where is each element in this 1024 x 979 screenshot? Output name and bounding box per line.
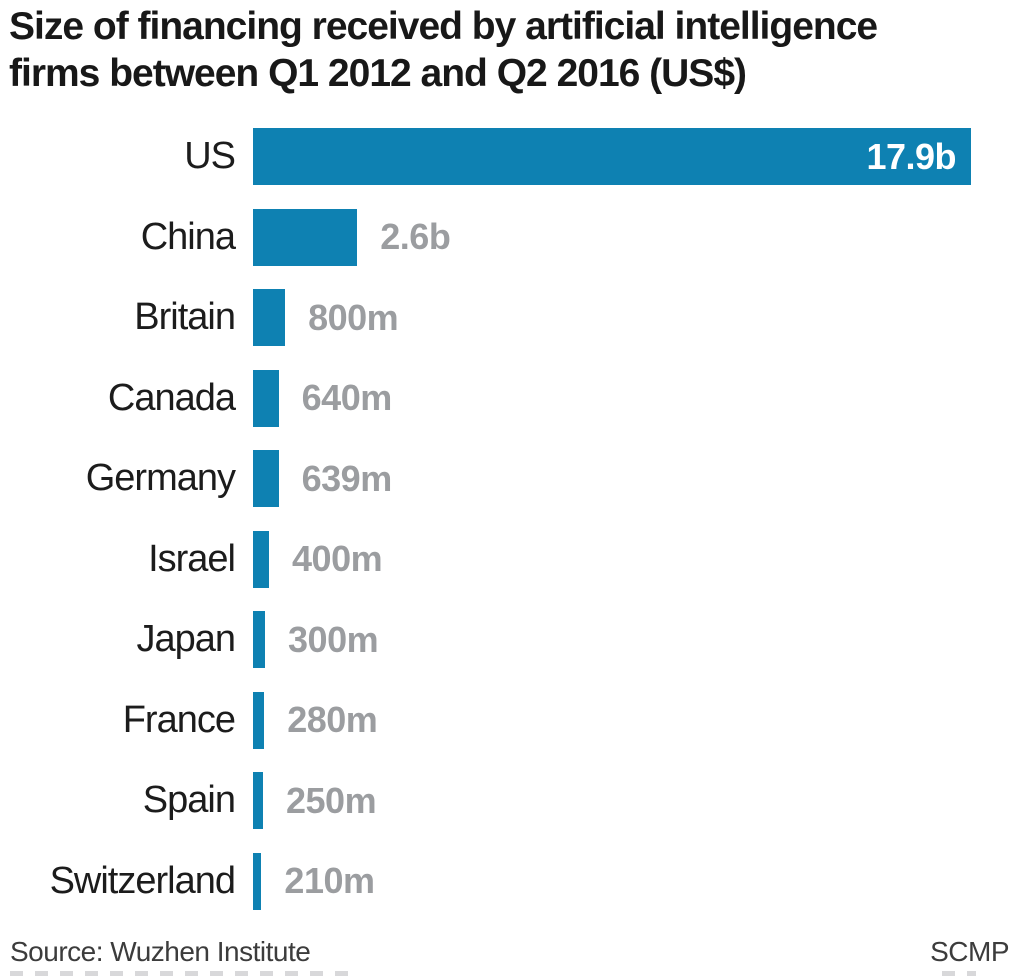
category-label: Germany — [85, 457, 236, 499]
bar — [253, 611, 266, 668]
category-label: Switzerland — [49, 859, 236, 902]
bar — [253, 450, 279, 507]
value-label: 400m — [292, 538, 383, 579]
bar — [253, 530, 270, 588]
value-label: 800m — [308, 296, 399, 338]
chart-row: US 17.9b — [0, 128, 971, 185]
category-label: Britain — [134, 296, 236, 338]
credit-label: SCMP — [930, 936, 1009, 967]
bar — [253, 852, 262, 910]
chart-row: Canada 640m — [0, 369, 971, 427]
category-label: Israel — [148, 537, 236, 580]
chart-title-line1: Size of financing received by artificial… — [9, 5, 878, 48]
chart-row: Germany 639m — [0, 450, 971, 507]
chart-row: China 2.6b — [0, 208, 971, 266]
clipped-footnote-remnant-left — [10, 971, 360, 976]
value-label: 640m — [301, 377, 393, 418]
bar — [253, 369, 279, 427]
chart-row: Switzerland 210m — [0, 852, 971, 910]
category-label: Japan — [136, 618, 236, 660]
value-label: 210m — [284, 860, 375, 901]
chart-row: France 280m — [0, 691, 971, 749]
category-label: Canada — [107, 376, 236, 419]
bar-chart: US 17.9b China 2.6b Britain 800m Canada 640m Ger… — [0, 128, 971, 910]
value-label: 17.9b — [866, 135, 956, 177]
category-label: US — [184, 135, 236, 177]
source-label: Source: Wuzhen Institute — [10, 936, 311, 967]
bar — [253, 208, 358, 266]
footer: Source: Wuzhen Institute SCMP — [10, 936, 1009, 968]
value-label: 639m — [301, 457, 393, 499]
value-label: 280m — [287, 699, 378, 740]
bar — [253, 289, 286, 346]
value-label: 300m — [288, 618, 379, 660]
chart-row: Israel 400m — [0, 530, 971, 588]
bar — [253, 691, 265, 749]
category-label: Spain — [142, 779, 236, 821]
chart-row: Japan 300m — [0, 611, 971, 668]
bar: 17.9b — [253, 128, 971, 185]
clipped-footnote-remnant-right — [942, 971, 976, 976]
value-label: 250m — [286, 779, 377, 821]
chart-title-line2: firms between Q1 2012 and Q2 2016 (US$) — [9, 51, 747, 95]
chart-row: Spain 250m — [0, 772, 971, 829]
bar — [253, 772, 264, 829]
chart-row: Britain 800m — [0, 289, 971, 346]
value-label: 2.6b — [380, 216, 451, 257]
category-label: China — [140, 215, 236, 258]
category-label: France — [122, 698, 236, 741]
chart-title: Size of financing received by artificial… — [9, 4, 1017, 98]
